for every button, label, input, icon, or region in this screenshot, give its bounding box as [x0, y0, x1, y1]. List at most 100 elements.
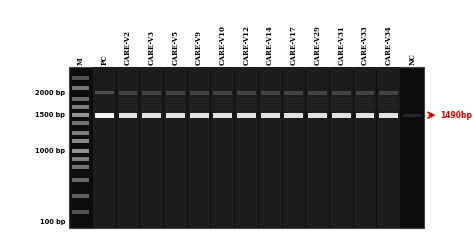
Bar: [142, 108, 161, 110]
Text: 1490bp: 1490bp: [440, 111, 473, 120]
Bar: [332, 108, 351, 110]
Text: M: M: [77, 58, 84, 65]
Bar: [332, 90, 351, 94]
Bar: [190, 90, 209, 94]
Bar: [190, 108, 209, 110]
Bar: [377, 67, 400, 228]
Bar: [190, 113, 209, 118]
Text: CARE-V2: CARE-V2: [124, 30, 132, 65]
Bar: [237, 104, 256, 107]
Bar: [72, 86, 89, 90]
Bar: [166, 113, 185, 118]
Text: CARE-V14: CARE-V14: [266, 25, 274, 65]
Bar: [140, 67, 163, 228]
Bar: [72, 165, 89, 169]
Bar: [284, 104, 303, 107]
Text: NC: NC: [409, 54, 416, 65]
Bar: [72, 131, 89, 135]
Bar: [72, 157, 89, 161]
Bar: [237, 90, 256, 94]
Text: CARE-V29: CARE-V29: [314, 25, 321, 65]
Bar: [237, 98, 256, 100]
Text: 100 bp: 100 bp: [39, 219, 65, 225]
Bar: [284, 108, 303, 110]
Bar: [213, 101, 232, 104]
Bar: [284, 90, 303, 94]
Bar: [72, 121, 89, 125]
Bar: [72, 113, 89, 117]
Bar: [213, 104, 232, 107]
Bar: [403, 114, 421, 117]
Bar: [118, 98, 137, 100]
Bar: [261, 113, 280, 118]
Bar: [379, 108, 398, 110]
Bar: [308, 90, 327, 94]
Text: PC: PC: [100, 55, 108, 65]
Bar: [330, 67, 353, 228]
Bar: [142, 101, 161, 104]
Bar: [356, 113, 374, 118]
Bar: [142, 98, 161, 100]
Bar: [379, 101, 398, 104]
Bar: [188, 67, 210, 228]
Text: CARE-V10: CARE-V10: [219, 25, 227, 65]
Bar: [72, 76, 89, 80]
Bar: [190, 98, 209, 100]
Bar: [118, 90, 137, 94]
Text: CARE-V34: CARE-V34: [385, 26, 392, 65]
Bar: [213, 108, 232, 110]
Bar: [261, 101, 280, 104]
Text: CARE-V12: CARE-V12: [243, 25, 250, 65]
Bar: [142, 104, 161, 107]
Bar: [72, 149, 89, 153]
Bar: [284, 98, 303, 100]
Bar: [237, 101, 256, 104]
Bar: [308, 113, 327, 118]
Bar: [356, 98, 374, 100]
Bar: [261, 104, 280, 107]
Bar: [95, 91, 114, 94]
Bar: [118, 108, 137, 110]
Bar: [142, 90, 161, 94]
Bar: [261, 108, 280, 110]
Bar: [379, 98, 398, 100]
Bar: [95, 113, 114, 118]
Text: 1000 bp: 1000 bp: [35, 148, 65, 154]
Text: CARE-V17: CARE-V17: [290, 25, 298, 65]
Bar: [259, 67, 282, 228]
Bar: [118, 101, 137, 104]
Bar: [211, 67, 234, 228]
Bar: [166, 90, 185, 94]
Bar: [72, 194, 89, 198]
Bar: [332, 104, 351, 107]
Bar: [356, 90, 374, 94]
Bar: [308, 101, 327, 104]
Bar: [356, 108, 374, 110]
Bar: [93, 67, 116, 228]
Bar: [308, 98, 327, 100]
Bar: [306, 67, 329, 228]
Bar: [72, 97, 89, 101]
Bar: [237, 108, 256, 110]
Bar: [190, 101, 209, 104]
Bar: [166, 101, 185, 104]
Text: CARE-V31: CARE-V31: [337, 26, 345, 65]
Text: CARE-V33: CARE-V33: [361, 26, 369, 65]
Bar: [164, 67, 187, 228]
Bar: [72, 139, 89, 143]
Bar: [332, 101, 351, 104]
Bar: [284, 101, 303, 104]
Bar: [72, 105, 89, 109]
Bar: [235, 67, 258, 228]
Bar: [118, 113, 137, 118]
Text: CARE-V9: CARE-V9: [195, 30, 203, 65]
Bar: [332, 113, 351, 118]
Bar: [308, 108, 327, 110]
Text: CARE-V3: CARE-V3: [148, 30, 155, 65]
Bar: [237, 113, 256, 118]
Bar: [308, 104, 327, 107]
Bar: [117, 67, 139, 228]
Bar: [166, 108, 185, 110]
Bar: [284, 113, 303, 118]
Bar: [213, 90, 232, 94]
